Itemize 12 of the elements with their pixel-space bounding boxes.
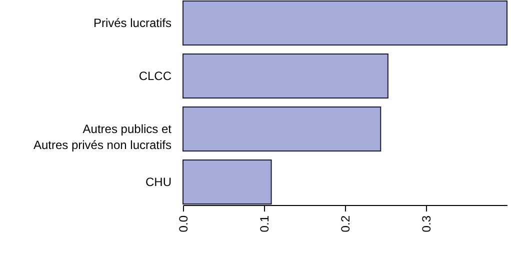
y-tick-label: Autres publics et Autres privés non lucratifs <box>33 122 172 152</box>
bar <box>182 159 272 204</box>
y-tick-label: CLCC <box>138 69 172 84</box>
x-tick-label: 0.3 <box>420 215 434 232</box>
x-tick-label: 0.1 <box>258 215 272 232</box>
y-tick-label: Privés lucratifs <box>93 16 172 30</box>
x-tick-label: 0.2 <box>338 215 352 232</box>
bar <box>182 0 508 46</box>
y-tick-label: CHU <box>146 174 172 189</box>
x-tick-label: 0.0 <box>176 215 190 232</box>
bar <box>182 54 388 98</box>
bar <box>182 106 382 152</box>
